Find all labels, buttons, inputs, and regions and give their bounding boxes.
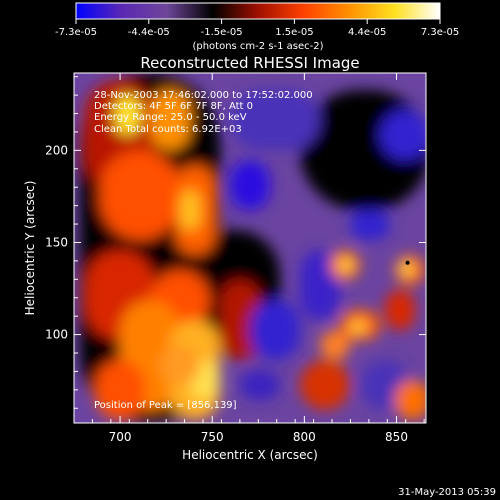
intensity-blob xyxy=(350,210,390,240)
intensity-blob xyxy=(395,380,426,420)
annotation-time-range: 28-Nov-2003 17:46:02.000 to 17:52:02.000 xyxy=(94,90,313,101)
intensity-blob xyxy=(320,330,350,360)
x-tick-label-750: 750 xyxy=(201,430,224,444)
y-axis-ticks xyxy=(74,76,426,409)
x-axis-label: Heliocentric X (arcsec) xyxy=(182,448,318,462)
colorbar-tick-label-3: 1.5e-05 xyxy=(275,27,313,38)
peak-position-label: Position of Peak = [856,139] xyxy=(94,400,237,411)
colorbar-unit-label: (photons cm-2 s-1 asec-2) xyxy=(192,41,323,52)
y-tick-label-200: 200 xyxy=(45,143,68,157)
colorbar xyxy=(75,2,441,20)
peak-marker xyxy=(405,260,410,265)
intensity-blob xyxy=(100,150,180,240)
intensity-blob xyxy=(300,250,340,320)
plot-frame xyxy=(73,72,427,424)
intensity-blob xyxy=(340,258,352,272)
x-axis-ticks xyxy=(73,73,425,423)
x-tick-label-850: 850 xyxy=(385,430,408,444)
x-tick-label-700: 700 xyxy=(109,430,132,444)
intensity-blob xyxy=(300,360,350,410)
intensity-blob xyxy=(400,262,414,276)
plot-area xyxy=(74,73,426,423)
intensity-blob xyxy=(150,90,190,150)
intensity-blob xyxy=(160,345,200,385)
y-tick-label-100: 100 xyxy=(45,328,68,342)
colorbar-tick-label-2: -1.5e-05 xyxy=(201,27,243,38)
intensity-blob xyxy=(380,110,426,160)
annotation-detectors: Detectors: 4F 5F 6F 7F 8F, Att 0 xyxy=(94,101,253,112)
intensity-blob xyxy=(220,280,260,360)
y-axis-label: Heliocentric Y (arcsec) xyxy=(23,181,37,316)
intensity-blob xyxy=(115,95,140,135)
colorbar-ticks xyxy=(75,19,441,24)
intensity-blob xyxy=(95,360,145,420)
chart-title: Reconstructed RHESSI Image xyxy=(140,54,359,72)
intensity-blob xyxy=(240,370,280,400)
intensity-blob xyxy=(250,300,300,360)
colorbar-tick-label-4: 4.4e-05 xyxy=(348,27,386,38)
intensity-blob xyxy=(230,90,320,150)
colorbar-tick-label-0: -7.3e-05 xyxy=(55,27,97,38)
intensity-blob xyxy=(350,320,366,334)
y-tick-label-150: 150 xyxy=(45,235,68,249)
intensity-blob xyxy=(230,160,270,210)
colorbar-tick-label-1: -4.4e-05 xyxy=(128,27,170,38)
colorbar-tick-label-5: 7.3e-05 xyxy=(421,27,459,38)
annotation-clean-counts: Clean Total counts: 6.92E+03 xyxy=(94,124,242,135)
annotation-energy-range: Energy Range: 25.0 - 50.0 keV xyxy=(94,112,247,123)
intensity-blob xyxy=(180,190,200,230)
footer-timestamp: 31-May-2013 05:39 xyxy=(398,487,496,498)
x-tick-label-800: 800 xyxy=(293,430,316,444)
intensity-blob xyxy=(385,290,415,330)
